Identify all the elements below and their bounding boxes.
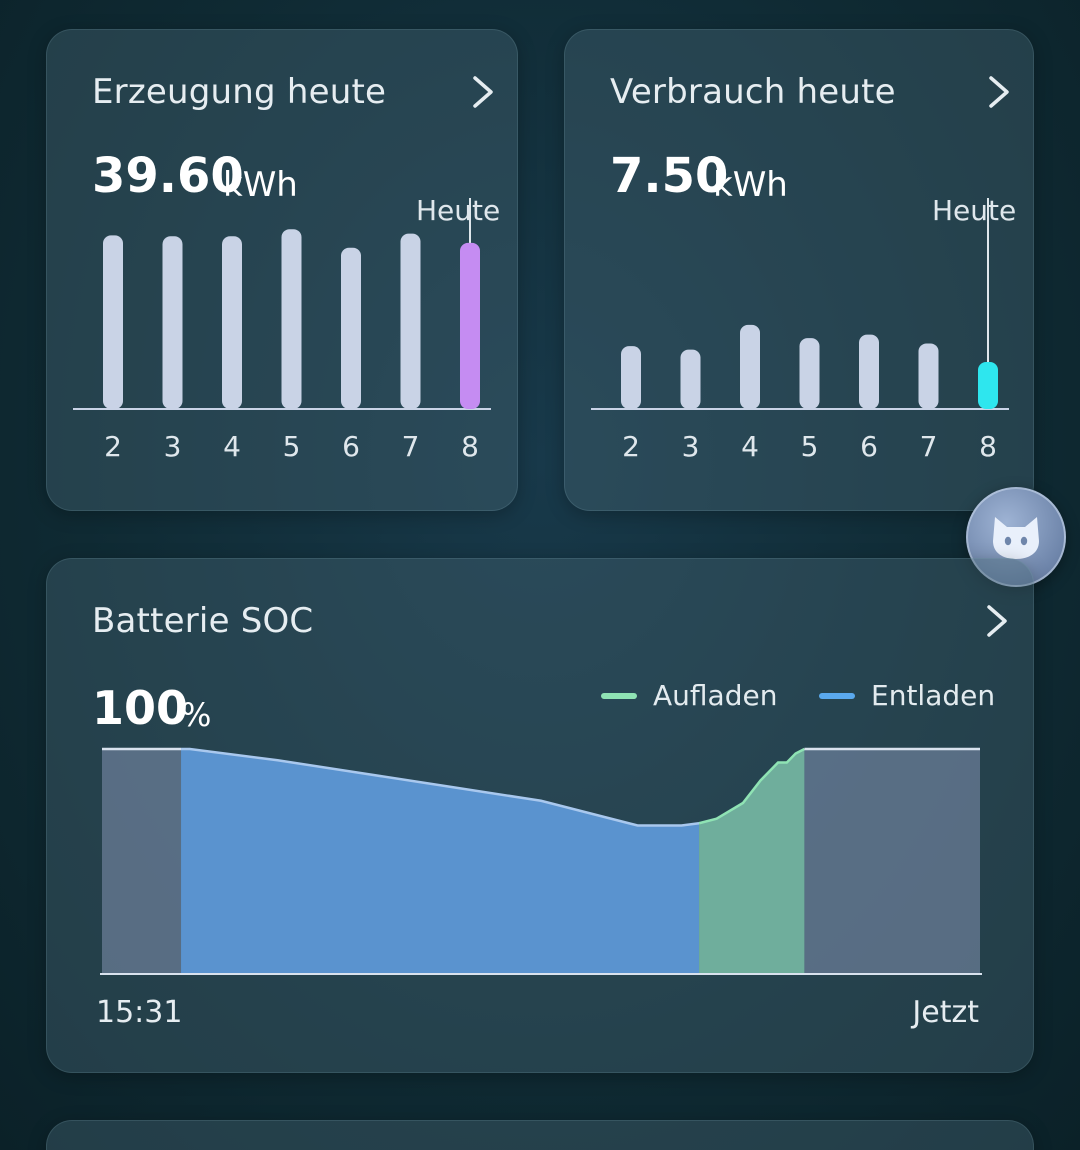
soc-line	[181, 747, 700, 827]
bar-today[interactable]	[460, 242, 480, 409]
x-tick-label: 7	[402, 430, 420, 463]
soc-segment-aufladen	[699, 749, 805, 974]
legend-swatch	[819, 692, 855, 699]
consumption-card[interactable]: Verbrauch heute 7.50 kWh Heute 2 3 4 5 6 7 8	[564, 29, 1034, 511]
soc-line	[698, 747, 805, 825]
bar[interactable]	[222, 236, 242, 409]
legend-label: Entladen	[871, 679, 996, 712]
today-label: Heute	[932, 194, 1017, 227]
x-tick-label: 5	[283, 430, 301, 463]
generation-value: 39.60	[92, 148, 244, 204]
bar[interactable]	[740, 324, 760, 409]
generation-card[interactable]: Erzeugung heute 39.60 kWh Heute 2 3 4 5 6 7 8	[46, 29, 518, 511]
bar[interactable]	[281, 229, 302, 409]
legend-label: Aufladen	[653, 679, 778, 712]
assistant-button[interactable]	[966, 487, 1066, 587]
end-time-label: Jetzt	[912, 995, 979, 1030]
x-tick-label: 2	[622, 430, 640, 463]
generation-bar-chart: 2 3 4 5 6 7 8	[73, 198, 491, 463]
generation-unit: kWh	[223, 165, 298, 205]
x-tick-label: 4	[223, 430, 241, 463]
bar[interactable]	[341, 247, 361, 409]
start-time-label: 15:31	[96, 995, 183, 1030]
bar-today[interactable]	[978, 362, 998, 409]
soc-segment-idle	[804, 749, 980, 974]
consumption-value: 7.50	[610, 148, 729, 204]
bar[interactable]	[621, 346, 641, 409]
x-tick-label: 7	[920, 430, 938, 463]
x-tick-label: 6	[860, 430, 878, 463]
legend-discharge: Entladen	[819, 679, 995, 712]
card-title: Verbrauch heute	[610, 72, 896, 112]
chevron-right-icon[interactable]	[465, 72, 501, 112]
bar[interactable]	[400, 233, 421, 409]
consumption-unit: kWh	[713, 165, 788, 205]
soc-segment-entladen	[181, 749, 700, 974]
bar[interactable]	[799, 338, 820, 409]
chevron-right-icon[interactable]	[981, 72, 1017, 112]
consumption-bar-chart: 2 3 4 5 6 7 8	[591, 198, 1009, 463]
bar[interactable]	[859, 334, 879, 409]
soc-value: 100	[92, 681, 189, 735]
bar[interactable]	[162, 236, 183, 409]
card-title: Batterie SOC	[92, 601, 314, 641]
soc-area-chart	[100, 747, 982, 975]
legend-charge: Aufladen	[601, 679, 777, 712]
next-card[interactable]	[46, 1120, 1034, 1150]
legend-swatch	[601, 692, 637, 699]
x-tick-label: 2	[104, 430, 122, 463]
today-label: Heute	[416, 194, 501, 227]
bar[interactable]	[680, 349, 701, 409]
x-tick-label: 3	[682, 430, 700, 463]
cat-face-icon	[993, 517, 1039, 559]
x-tick-label: 8	[461, 430, 479, 463]
x-tick-label: 5	[801, 430, 819, 463]
soc-segment-idle	[102, 749, 182, 974]
chevron-right-icon[interactable]	[979, 601, 1015, 641]
bar[interactable]	[918, 343, 939, 409]
battery-soc-card[interactable]: Batterie SOC 100 % Aufladen Entladen 15:…	[46, 558, 1034, 1073]
bar[interactable]	[103, 235, 123, 409]
x-tick-label: 8	[979, 430, 997, 463]
card-title: Erzeugung heute	[92, 72, 387, 112]
soc-unit: %	[181, 696, 212, 734]
x-tick-label: 4	[741, 430, 759, 463]
x-tick-label: 6	[342, 430, 360, 463]
x-tick-label: 3	[164, 430, 182, 463]
